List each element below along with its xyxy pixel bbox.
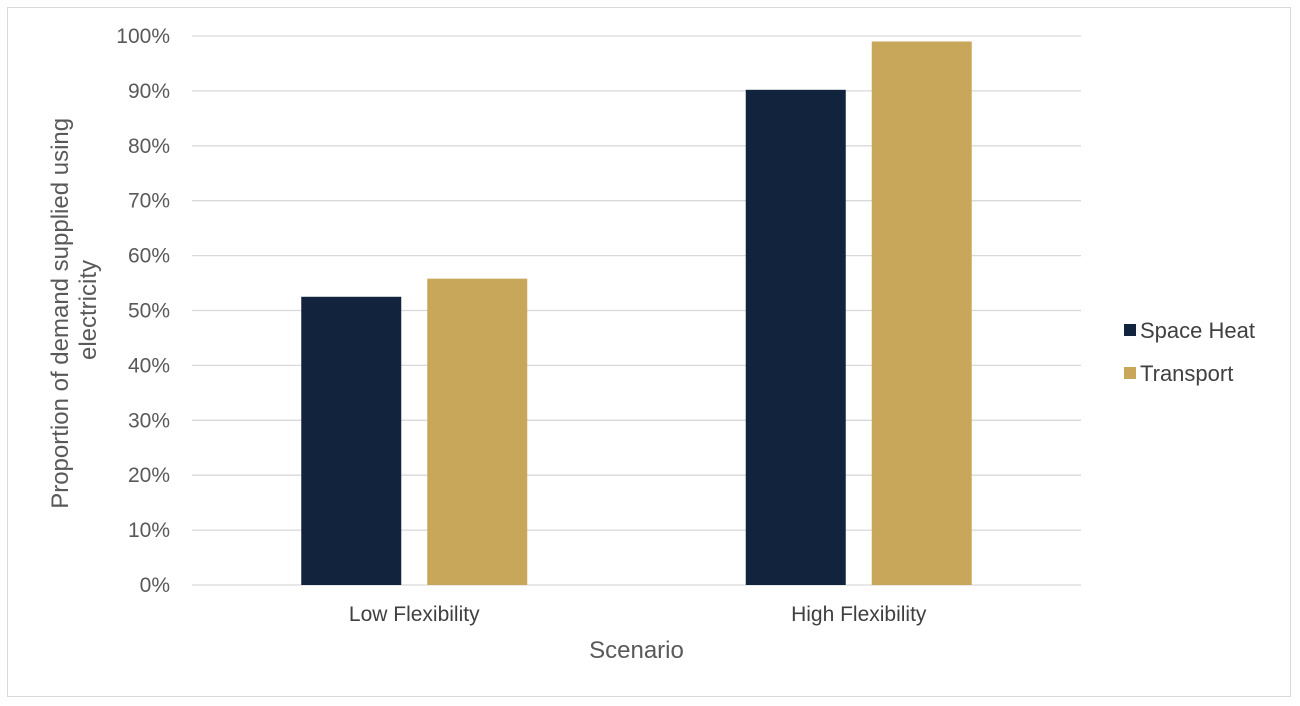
x-category-label: Low Flexibility (349, 603, 480, 626)
legend-swatch-space-heat (1124, 324, 1136, 336)
legend-label: Space Heat (1140, 318, 1255, 343)
legend-label: Transport (1140, 361, 1233, 386)
bar-space-heat-high-flexibility (745, 89, 846, 585)
y-tick-label: 20% (128, 464, 170, 487)
y-axis-title-line-1: Proportion of demand supplied using (47, 118, 74, 509)
y-tick-label: 60% (128, 245, 170, 268)
legend-swatch-transport (1124, 367, 1136, 379)
y-tick-label: 70% (128, 190, 170, 213)
y-tick-labels: 0% 10% 20% 30% 40% 50% 60% 70% 80% 90% 100% (116, 25, 170, 597)
y-tick-label: 40% (128, 354, 170, 377)
y-tick-label: 50% (128, 300, 170, 323)
y-tick-label: 0% (140, 574, 170, 597)
y-tick-label: 30% (128, 409, 170, 432)
legend: Space Heat Transport (1124, 318, 1255, 386)
bar-transport-low-flexibility (427, 278, 528, 585)
bar-transport-high-flexibility (871, 41, 972, 586)
y-axis-title: Proportion of demand supplied using elec… (47, 111, 102, 509)
y-tick-label: 10% (128, 519, 170, 542)
bar-space-heat-low-flexibility (301, 296, 402, 585)
x-category-labels: Low Flexibility High Flexibility (349, 603, 927, 626)
y-tick-label: 100% (116, 25, 170, 48)
y-tick-label: 80% (128, 135, 170, 158)
y-tick-label: 90% (128, 80, 170, 103)
y-axis-title-line-2: electricity (75, 260, 102, 360)
bars (301, 41, 972, 586)
x-axis-title: Scenario (589, 637, 684, 664)
chart-frame (7, 7, 1291, 697)
x-category-label: High Flexibility (791, 603, 927, 626)
